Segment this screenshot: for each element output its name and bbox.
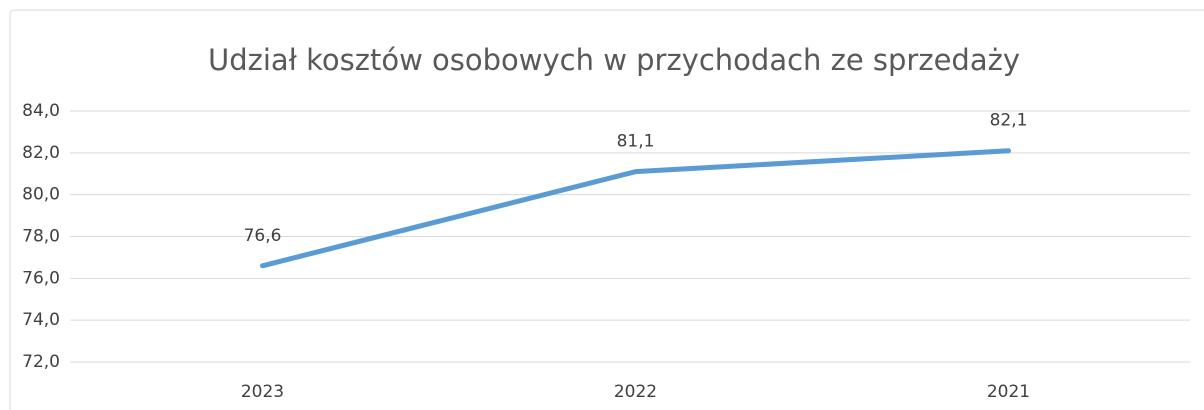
y-tick-label: 84,0 (22, 101, 60, 121)
y-tick-label: 78,0 (22, 227, 60, 247)
x-tick-label: 2022 (614, 382, 657, 402)
chart-frame (9, 9, 1204, 410)
chart-title: Udział kosztów osobowych w przychodach z… (208, 43, 1020, 77)
x-tick-label: 2021 (987, 382, 1030, 402)
y-tick-label: 82,0 (22, 143, 60, 163)
y-tick-label: 76,0 (22, 268, 60, 288)
y-tick-label: 80,0 (22, 185, 60, 205)
data-label: 81,1 (617, 132, 655, 152)
data-line (260, 148, 1011, 269)
y-tick-label: 74,0 (22, 310, 60, 330)
data-label: 76,6 (244, 226, 282, 246)
x-tick-label: 2023 (241, 382, 284, 402)
y-tick-label: 72,0 (22, 352, 60, 372)
data-label: 82,1 (990, 111, 1028, 131)
